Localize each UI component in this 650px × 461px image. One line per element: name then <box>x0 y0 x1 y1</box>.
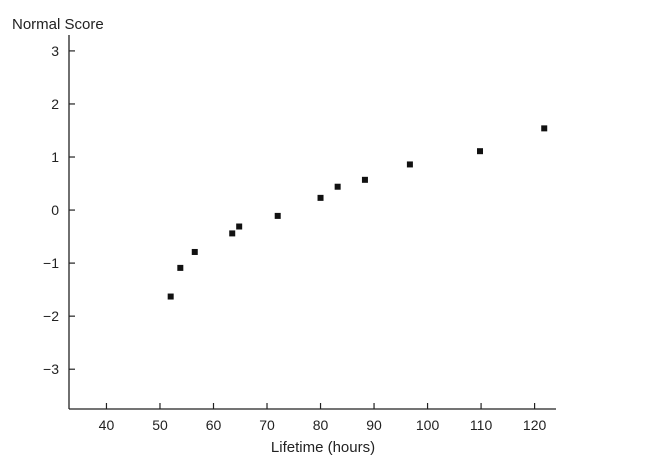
data-point <box>541 125 548 132</box>
y-tick-label: −2 <box>43 308 59 324</box>
y-ticks: 3 2 1 0 −1 −2 −3 <box>43 43 75 377</box>
y-tick-label: 3 <box>51 43 59 59</box>
data-point <box>274 212 281 219</box>
x-tick-label: 120 <box>523 417 547 433</box>
y-tick-label: 2 <box>51 96 59 112</box>
y-tick-label: −3 <box>43 361 59 377</box>
data-point <box>236 223 243 230</box>
x-tick-label: 70 <box>259 417 275 433</box>
data-point <box>477 148 484 155</box>
x-axis-title: Lifetime (hours) <box>271 439 375 456</box>
x-tick-label: 90 <box>366 417 382 433</box>
y-tick-label: −1 <box>43 255 59 271</box>
y-tick-label: 0 <box>51 202 59 218</box>
data-points <box>167 125 548 300</box>
x-tick-label: 110 <box>470 417 493 433</box>
data-point <box>167 293 174 300</box>
x-tick-label: 80 <box>313 417 329 433</box>
data-point <box>361 176 368 183</box>
data-point <box>334 183 341 190</box>
x-ticks: 40 50 60 70 80 90 100 110 120 <box>99 403 547 433</box>
data-point <box>406 161 413 168</box>
data-point <box>317 194 324 201</box>
data-point <box>229 230 236 237</box>
x-tick-label: 60 <box>206 417 222 433</box>
data-point <box>177 264 184 271</box>
data-point <box>191 248 198 255</box>
x-tick-label: 100 <box>416 417 440 433</box>
x-tick-label: 40 <box>99 417 115 433</box>
x-tick-label: 50 <box>152 417 168 433</box>
y-tick-label: 1 <box>51 149 59 165</box>
y-axis-title: Normal Score <box>12 16 104 33</box>
